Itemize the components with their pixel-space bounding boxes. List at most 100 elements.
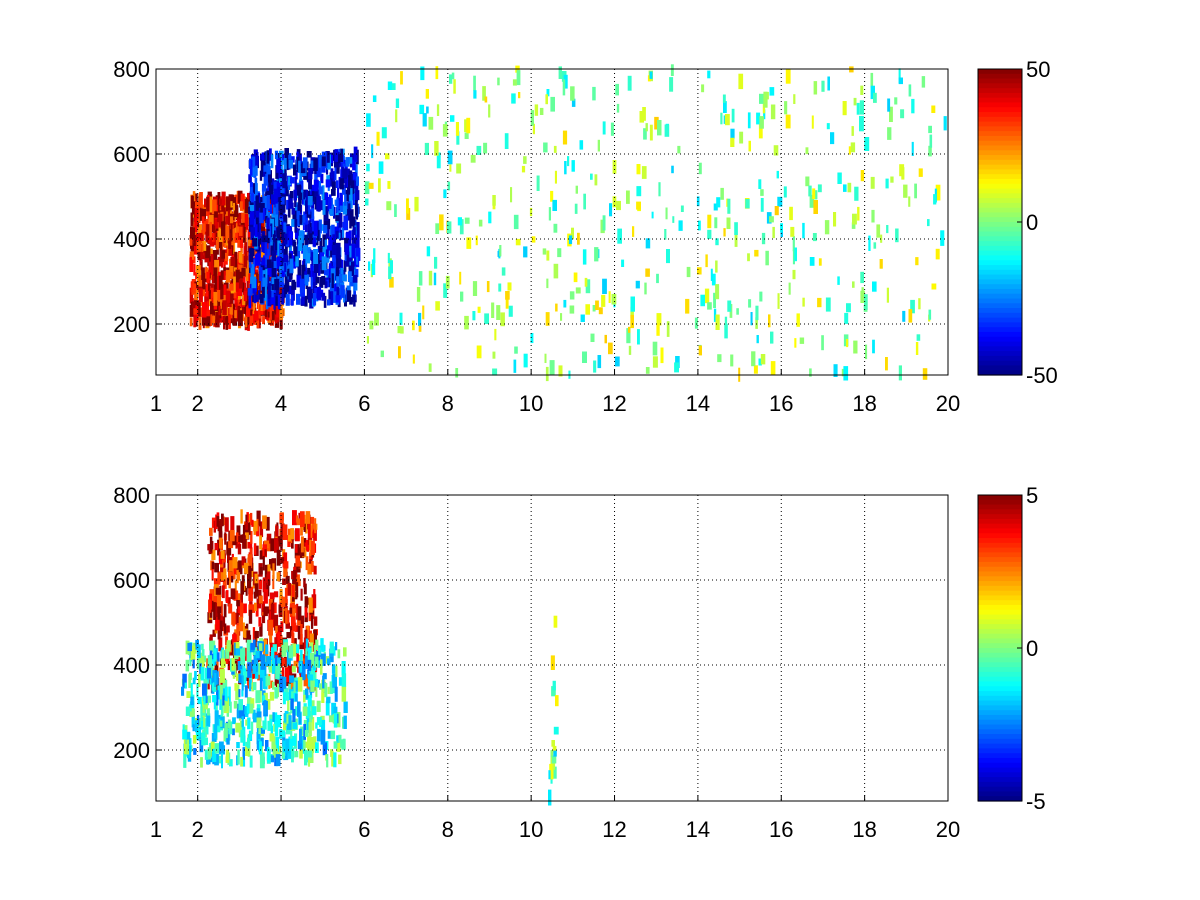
heatmap-cell [347,271,352,282]
heatmap-cell [558,66,562,79]
heatmap-cell [316,700,321,712]
heatmap-cell [546,278,549,289]
heatmap-cell [641,166,647,179]
x-tick-label: 20 [936,391,960,416]
heatmap-cell [264,578,269,592]
heatmap-cell [319,238,322,247]
heatmap-cell [580,314,585,322]
heatmap-cell [443,189,447,199]
heatmap-cell [308,205,311,215]
heatmap-cell [447,181,451,191]
heatmap-cell [259,677,263,691]
heatmap-cell [267,564,271,574]
heatmap-cell [277,294,281,310]
heatmap-cell [218,239,221,249]
heatmap-cell [340,148,343,162]
heatmap-cell [184,682,187,689]
heatmap-cell [299,634,303,645]
heatmap-cell [274,238,278,251]
x-tick-label: 4 [275,391,287,416]
heatmap-cell [886,287,889,303]
heatmap-cell [295,256,299,267]
heatmap-cell [785,114,791,129]
heatmap-cell [284,687,289,697]
heatmap-cell [928,125,932,134]
heatmap-cell [226,196,231,212]
heatmap-cell [285,294,290,306]
heatmap-cell [272,575,275,590]
heatmap-cell [277,536,283,547]
colorbar-swatch [978,131,1022,137]
heatmap-cell [255,690,261,704]
heatmap-cell [325,701,330,716]
heatmap-cell [492,351,496,359]
heatmap-cell [285,738,290,754]
colorbar-swatch [978,791,1022,797]
heatmap-cell [263,591,267,600]
x-tick-label: 16 [769,817,793,842]
heatmap-cell [265,740,269,752]
heatmap-cell [236,709,242,719]
colorbar-swatch [978,260,1022,266]
heatmap-cell [267,313,271,323]
heatmap-cell [369,320,374,330]
heatmap-cell [196,241,202,252]
heatmap-cell [318,186,323,195]
heatmap-cell [843,184,847,192]
heatmap-cell [272,644,277,652]
heatmap-cell [270,603,275,620]
heatmap-cell [716,197,721,208]
heatmap-cell [247,737,251,749]
heatmap-cell [842,101,847,116]
heatmap-cell [229,283,234,291]
heatmap-cell [235,194,240,203]
heatmap-cell [238,560,243,575]
heatmap-cell [235,722,241,733]
heatmap-cell [229,292,234,304]
heatmap-cell [327,299,331,306]
heatmap-cell [290,286,295,301]
heatmap-cell [747,253,750,262]
heatmap-cell [209,634,213,646]
heatmap-cell [341,739,346,750]
heatmap-cell [229,701,232,713]
heatmap-cell [278,169,283,182]
heatmap-cell [323,295,327,308]
heatmap-cell [513,214,519,230]
heatmap-cell [730,137,735,147]
heatmap-cell [302,157,308,169]
heatmap-cell [260,159,266,172]
heatmap-cell [329,172,332,187]
heatmap-cell [914,183,917,199]
heatmap-cell [510,187,513,203]
heatmap-cell [279,189,284,202]
heatmap-cell [302,215,306,223]
heatmap-cell [294,706,298,716]
heatmap-cell [190,682,193,697]
heatmap-cell [303,189,308,198]
heatmap-cell [237,544,242,555]
colorbar-tick-label: 50 [1026,57,1050,82]
heatmap-cell [738,73,744,90]
heatmap-cell [241,267,246,277]
heatmap-cell [336,712,341,728]
y-tick-label: 400 [113,227,150,252]
heatmap-cell [307,669,310,679]
heatmap-cell [751,351,756,367]
heatmap-cell [247,697,252,709]
heatmap-cell [202,709,207,718]
heatmap-cell [505,291,510,300]
heatmap-cell [311,191,315,202]
colorbar-swatch [978,336,1022,343]
heatmap-cell [339,274,343,283]
heatmap-cell [200,716,204,730]
heatmap-cell [293,681,296,693]
heatmap-cell [234,580,237,595]
heatmap-cell [254,602,257,611]
heatmap-cell [311,706,317,716]
heatmap-cell [191,279,197,288]
colorbar-swatch [978,719,1022,726]
heatmap-cell [418,325,422,332]
heatmap-cell [214,743,219,754]
heatmap-cell [313,158,318,171]
